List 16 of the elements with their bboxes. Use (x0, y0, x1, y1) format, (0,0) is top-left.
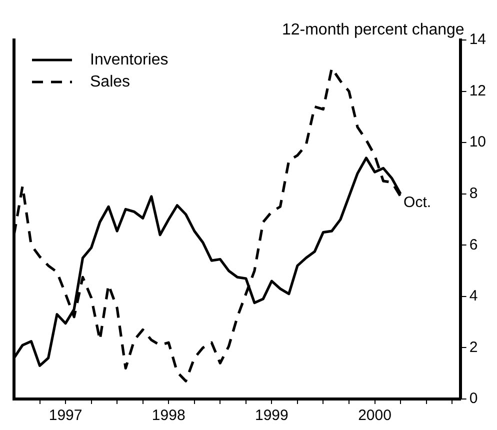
legend-label: Sales (90, 73, 130, 90)
x-tick-label: 1999 (255, 407, 288, 424)
y-tick-label: 6 (469, 236, 478, 254)
x-tick-label: 1998 (152, 407, 186, 424)
legend-label: Inventories (90, 51, 168, 68)
y-tick-label: 10 (469, 134, 486, 151)
y-axis-title: 12-month percent change (282, 21, 464, 38)
annotation: Oct. (404, 194, 432, 211)
y-tick-label: 14 (469, 31, 486, 48)
y-tick-label: 12 (469, 82, 486, 100)
y-tick-label: 8 (469, 185, 478, 202)
x-tick-label: 2000 (358, 407, 392, 424)
y-tick-label: 2 (469, 338, 478, 356)
y-tick-label: 4 (469, 288, 478, 305)
x-tick-label: 1997 (48, 407, 82, 424)
y-tick-label: 0 (469, 390, 478, 408)
